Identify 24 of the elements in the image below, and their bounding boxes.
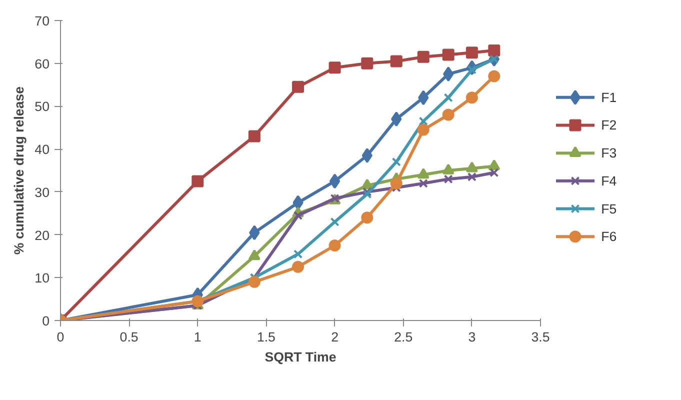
legend-label: F4 <box>601 173 618 188</box>
y-tick-label: 40 <box>34 142 50 158</box>
legend-label: F3 <box>601 146 617 161</box>
y-axis-title: % cumulative drug release <box>12 86 27 255</box>
y-tick-label: 70 <box>34 14 50 28</box>
x-tick-label: 2.5 <box>394 330 413 344</box>
x-tick-label: 3.5 <box>531 330 550 344</box>
y-tick-label: 0 <box>42 314 50 328</box>
legend-label: F2 <box>601 118 617 133</box>
legend-label: F6 <box>601 229 617 244</box>
x-tick-label: 1 <box>194 330 202 344</box>
x-tick-label: 0 <box>56 330 64 344</box>
x-tick-label: 1.5 <box>256 330 276 344</box>
x-tick-label: 3 <box>468 330 476 344</box>
y-tick-label: 20 <box>34 228 50 243</box>
y-tick-label: 10 <box>34 270 50 286</box>
x-tick-label: 0.5 <box>120 330 138 344</box>
x-tick-label: 2 <box>331 330 338 344</box>
y-tick-label: 50 <box>34 99 50 114</box>
y-tick-label: 30 <box>34 184 50 200</box>
y-tick-label: 60 <box>34 56 50 72</box>
x-axis-title: SQRT Time <box>264 350 336 364</box>
legend-label: F5 <box>601 201 617 216</box>
legend-label: F1 <box>601 90 617 105</box>
